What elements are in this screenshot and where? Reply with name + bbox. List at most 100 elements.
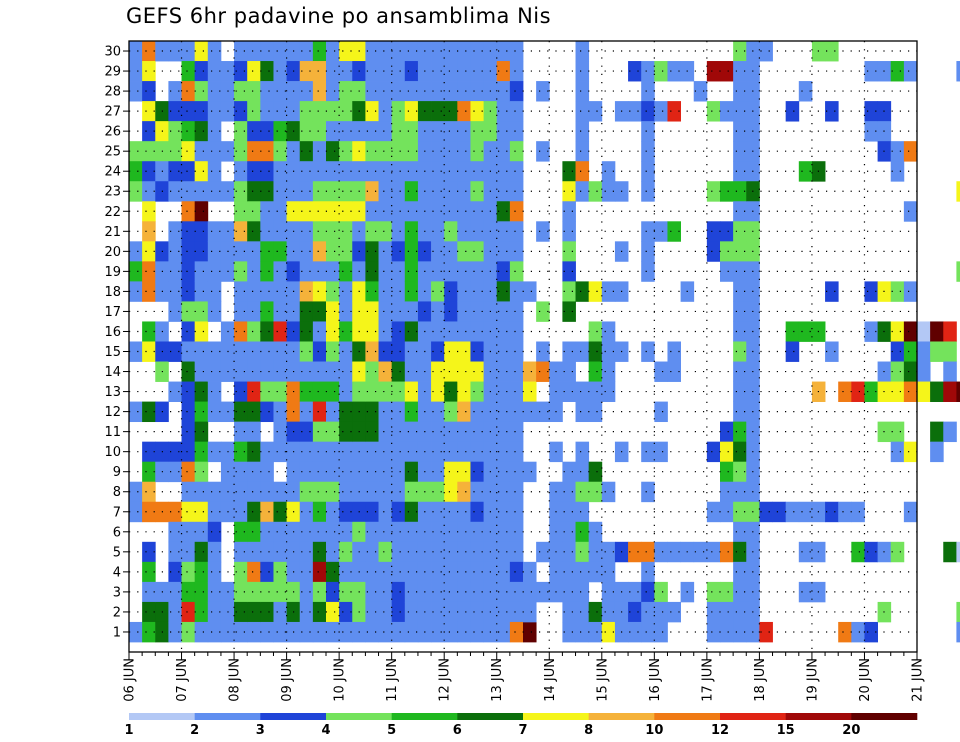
heatmap-cell (601, 321, 616, 342)
heatmap-cell (273, 341, 287, 362)
heatmap-cell (168, 461, 182, 483)
heatmap-cell (247, 81, 261, 102)
heatmap-cell (798, 321, 813, 342)
heatmap-cell (391, 361, 406, 382)
heatmap-cell (404, 361, 419, 382)
heatmap-cell (601, 341, 616, 362)
heatmap-cell (391, 381, 406, 402)
heatmap-cell (562, 381, 576, 402)
heatmap-cell (404, 461, 419, 483)
heatmap-cell (168, 261, 182, 282)
heatmap-cell (391, 501, 406, 523)
heatmap-cell (496, 621, 511, 643)
heatmap-cell (628, 541, 642, 563)
heatmap-cell (720, 181, 734, 202)
heatmap-cell (588, 341, 603, 362)
heatmap-cell (864, 541, 878, 563)
y-tick-label: 16 (104, 325, 121, 340)
heatmap-cell (234, 621, 248, 643)
heatmap-cell (720, 501, 734, 523)
heatmap-cell (733, 441, 747, 463)
heatmap-cell (864, 381, 878, 402)
heatmap-cell (378, 381, 393, 402)
heatmap-cell (444, 381, 458, 402)
heatmap-cell (247, 461, 261, 483)
colorbar: 1 2 3 4 5 6 7 8 10 12 15 20 (124, 713, 918, 738)
heatmap-cell (299, 161, 314, 182)
heatmap-cell (720, 221, 734, 242)
heatmap-cell (496, 421, 511, 443)
heatmap-cell (654, 621, 668, 643)
heatmap-cell (575, 561, 590, 583)
heatmap-cell (785, 501, 800, 523)
heatmap-cell (142, 341, 156, 362)
heatmap-cell (641, 101, 655, 122)
heatmap-cell (523, 601, 537, 623)
heatmap-cell (207, 561, 222, 583)
heatmap-cell (234, 61, 248, 82)
heatmap-cell (838, 621, 852, 643)
heatmap-cell (496, 201, 511, 222)
heatmap-cell (956, 621, 960, 643)
heatmap-cell (207, 41, 222, 62)
heatmap-cell (496, 401, 511, 423)
heatmap-cell (312, 481, 327, 503)
heatmap-cell (457, 41, 471, 62)
heatmap-cell (234, 501, 248, 523)
heatmap-cell (444, 481, 458, 503)
heatmap-cell (312, 461, 327, 483)
heatmap-cell (667, 601, 681, 623)
heatmap-cell (444, 261, 458, 282)
heatmap-cell (273, 101, 287, 122)
heatmap-cell (523, 401, 537, 423)
heatmap-cell (194, 121, 209, 142)
heatmap-cell (365, 481, 379, 503)
heatmap-cell (431, 281, 445, 302)
heatmap-cell (207, 261, 222, 282)
heatmap-cell (523, 281, 537, 302)
heatmap-cell (234, 521, 248, 543)
heatmap-cell (457, 381, 471, 402)
heatmap-cell (129, 261, 143, 282)
heatmap-cell (247, 241, 261, 262)
heatmap-cell (273, 41, 287, 62)
colorbar-label: 6 (453, 723, 462, 738)
heatmap-cell (247, 581, 261, 603)
x-tick-label: 13 JUN (490, 658, 505, 702)
heatmap-cell (798, 81, 813, 102)
heatmap-cell (129, 621, 143, 643)
heatmap-cell (234, 121, 248, 142)
heatmap-cell (457, 61, 471, 82)
heatmap-cell (207, 101, 222, 122)
heatmap-cell (470, 421, 484, 443)
heatmap-cell (142, 541, 156, 563)
heatmap-cell (509, 41, 524, 62)
heatmap-cell (142, 621, 156, 643)
heatmap-cell (733, 301, 747, 322)
heatmap-cell (431, 201, 445, 222)
heatmap-cell (575, 501, 590, 523)
heatmap-cell (733, 221, 747, 242)
heatmap-cell (943, 541, 957, 563)
heatmap-cell (260, 521, 274, 543)
heatmap-cell (168, 281, 182, 302)
heatmap-cell (129, 281, 143, 302)
heatmap-cell (312, 541, 327, 563)
heatmap-cell (260, 41, 274, 62)
heatmap-cell (260, 81, 274, 102)
heatmap-cell (312, 81, 327, 102)
heatmap-cell (391, 581, 406, 603)
heatmap-cell (496, 381, 511, 402)
heatmap-cell (194, 221, 209, 242)
x-tick-label: 08 JUN (228, 658, 243, 702)
heatmap-cell (194, 341, 209, 362)
heatmap-cell (181, 381, 196, 402)
heatmap-cell (759, 41, 773, 62)
heatmap-cell (168, 241, 182, 262)
heatmap-cell (326, 261, 340, 282)
heatmap-cell (194, 241, 209, 262)
heatmap-cell (326, 161, 340, 182)
heatmap-cell (496, 581, 511, 603)
heatmap-cell (404, 201, 419, 222)
heatmap-cell (142, 401, 156, 423)
